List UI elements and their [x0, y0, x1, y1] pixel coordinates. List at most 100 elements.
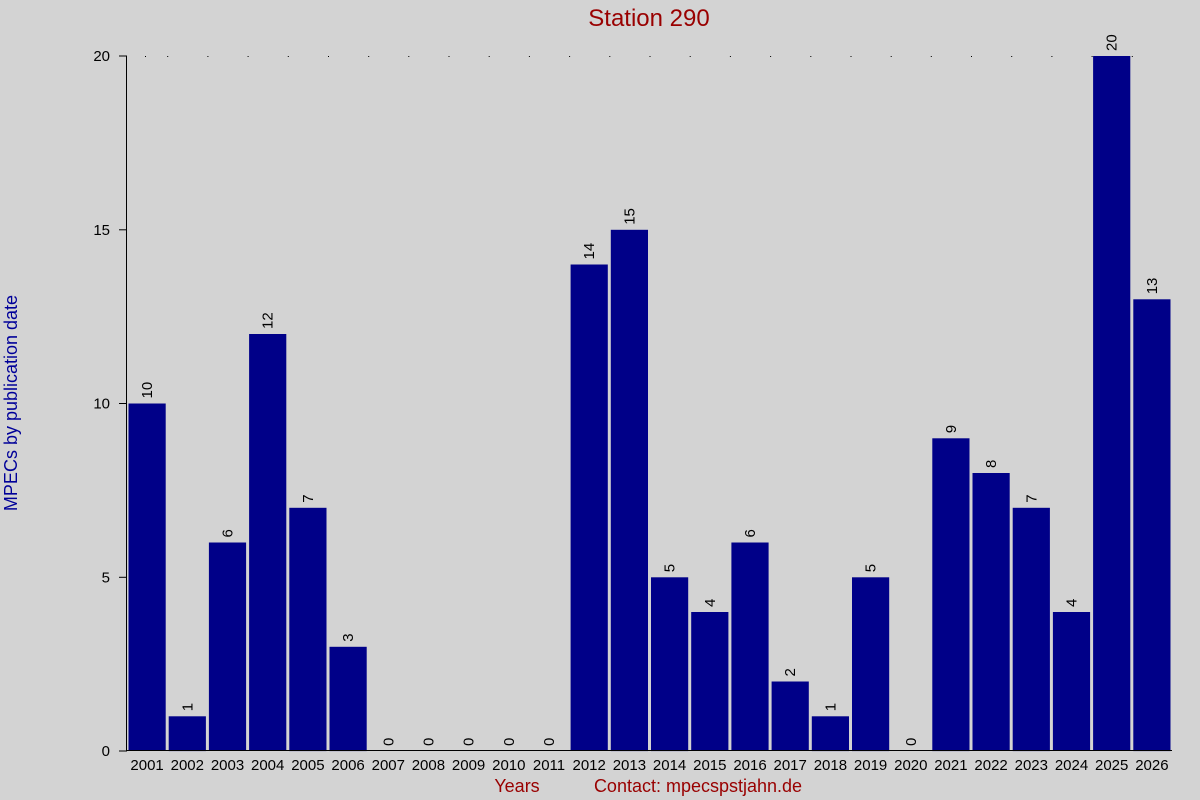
grid-dot	[930, 56, 932, 57]
grid-dot	[1091, 56, 1093, 57]
grid-dot	[488, 56, 490, 57]
bar-2025	[1093, 56, 1131, 751]
bar-2023	[1012, 507, 1050, 752]
y-tick-label-20: 20	[93, 48, 110, 65]
x-tick-label-2023: 2023	[1015, 757, 1048, 774]
grid-dot	[207, 56, 209, 57]
x-tick-label-2004: 2004	[251, 757, 284, 774]
grid-dot	[145, 56, 146, 57]
x-tick-label-2007: 2007	[372, 757, 405, 774]
grid-dot	[1051, 56, 1053, 57]
bar-2001	[128, 403, 166, 751]
bar-value-2009: 0	[461, 738, 478, 746]
x-tick-label-2011: 2011	[533, 757, 565, 774]
bar-value-2008: 0	[420, 738, 437, 746]
bar-value-2015: 4	[702, 599, 719, 607]
x-tick-label-2016: 2016	[733, 757, 766, 774]
bar-value-2023: 7	[1023, 494, 1040, 502]
bar-value-2020: 0	[903, 738, 920, 746]
y-axis-label: MPECs by publication date	[1, 295, 21, 511]
bar-value-2001: 10	[139, 382, 156, 399]
x-tick-label-2012: 2012	[573, 757, 606, 774]
bar-2004	[249, 334, 287, 751]
y-tick-label-5: 5	[102, 569, 110, 586]
bar-2002	[168, 716, 206, 752]
bar-value-2003: 6	[220, 529, 237, 537]
x-tick-label-2002: 2002	[171, 757, 204, 774]
bar-value-2002: 1	[179, 703, 196, 711]
x-tick-label-2010: 2010	[492, 757, 525, 774]
grid-dot	[448, 56, 450, 57]
grid-dot	[287, 56, 289, 57]
bar-value-2024: 4	[1064, 599, 1081, 607]
x-tick-label-2006: 2006	[331, 757, 364, 774]
bar-value-2025: 20	[1104, 34, 1121, 51]
bar-value-2014: 5	[662, 564, 679, 572]
grid-dot	[328, 56, 329, 57]
bar-value-2022: 8	[983, 460, 1000, 468]
bar-2012	[570, 264, 608, 751]
bar-2015	[691, 612, 729, 751]
y-tick-label-0: 0	[102, 743, 110, 760]
x-tick-label-2003: 2003	[211, 757, 244, 774]
x-tick-label-2005: 2005	[291, 757, 324, 774]
y-tick-label-15: 15	[93, 222, 110, 239]
x-tick-label-2018: 2018	[814, 757, 847, 774]
bar-value-2005: 7	[300, 494, 317, 502]
grid-dot	[247, 56, 249, 57]
bar-value-2021: 9	[943, 425, 960, 433]
bar-value-2018: 1	[822, 703, 839, 711]
bar-2003	[208, 542, 247, 751]
grid-dot	[770, 56, 772, 57]
bar-2022	[972, 473, 1010, 751]
x-tick-label-2025: 2025	[1095, 757, 1128, 774]
x-tick-labels: 2001 2002 2003 2004 2005 2006 2007 2008 2009 2010…	[130, 757, 1168, 774]
gridline-dots	[145, 56, 1133, 57]
bar-value-2013: 15	[621, 208, 638, 225]
chart-title: Station 290	[588, 5, 709, 32]
x-tick-label-2026: 2026	[1135, 757, 1168, 774]
grid-dot	[368, 56, 370, 57]
bar-2026	[1133, 299, 1171, 752]
x-tick-label-2021: 2021	[934, 757, 967, 774]
x-tick-label-2015: 2015	[693, 757, 726, 774]
grid-dot	[729, 56, 731, 57]
bar-2006	[329, 646, 367, 752]
x-tick-label-2017: 2017	[774, 757, 807, 774]
bar-value-2007: 0	[380, 738, 397, 746]
bar-value-2006: 3	[340, 633, 357, 641]
bar-value-2012: 14	[581, 243, 598, 260]
y-tick-label-10: 10	[93, 396, 110, 413]
x-tick-label-2024: 2024	[1055, 757, 1088, 774]
grid-dot	[408, 56, 410, 57]
bar-value-2011: 0	[541, 738, 558, 746]
bar-2019	[852, 577, 890, 752]
grid-dot	[569, 56, 571, 57]
bar-2017	[771, 681, 809, 751]
x-tick-label-2019: 2019	[854, 757, 887, 774]
bar-2014	[651, 577, 689, 752]
grid-dot	[810, 56, 812, 57]
contact-text: Contact: mpecspstjahn.de	[594, 776, 802, 796]
grid-dot	[609, 56, 611, 57]
grid-dot	[528, 56, 530, 57]
bar-value-2016: 6	[742, 529, 759, 537]
x-tick-label-2009: 2009	[452, 757, 485, 774]
grid-dot	[649, 56, 651, 57]
x-tick-label-2014: 2014	[653, 757, 686, 774]
x-tick-label-2008: 2008	[412, 757, 445, 774]
grid-dot	[890, 56, 892, 57]
grid-dot	[850, 56, 852, 57]
bar-value-2017: 2	[782, 668, 799, 676]
bar-2016	[731, 542, 769, 751]
grid-dot	[1011, 56, 1013, 57]
x-axis-label: Years	[494, 776, 539, 796]
bar-value-2019: 5	[863, 564, 880, 572]
grid-dot	[167, 56, 169, 57]
bar-value-2004: 12	[260, 312, 277, 329]
bar-2024	[1052, 612, 1091, 751]
x-tick-label-2013: 2013	[613, 757, 646, 774]
x-tick-label-2001: 2001	[130, 757, 163, 774]
